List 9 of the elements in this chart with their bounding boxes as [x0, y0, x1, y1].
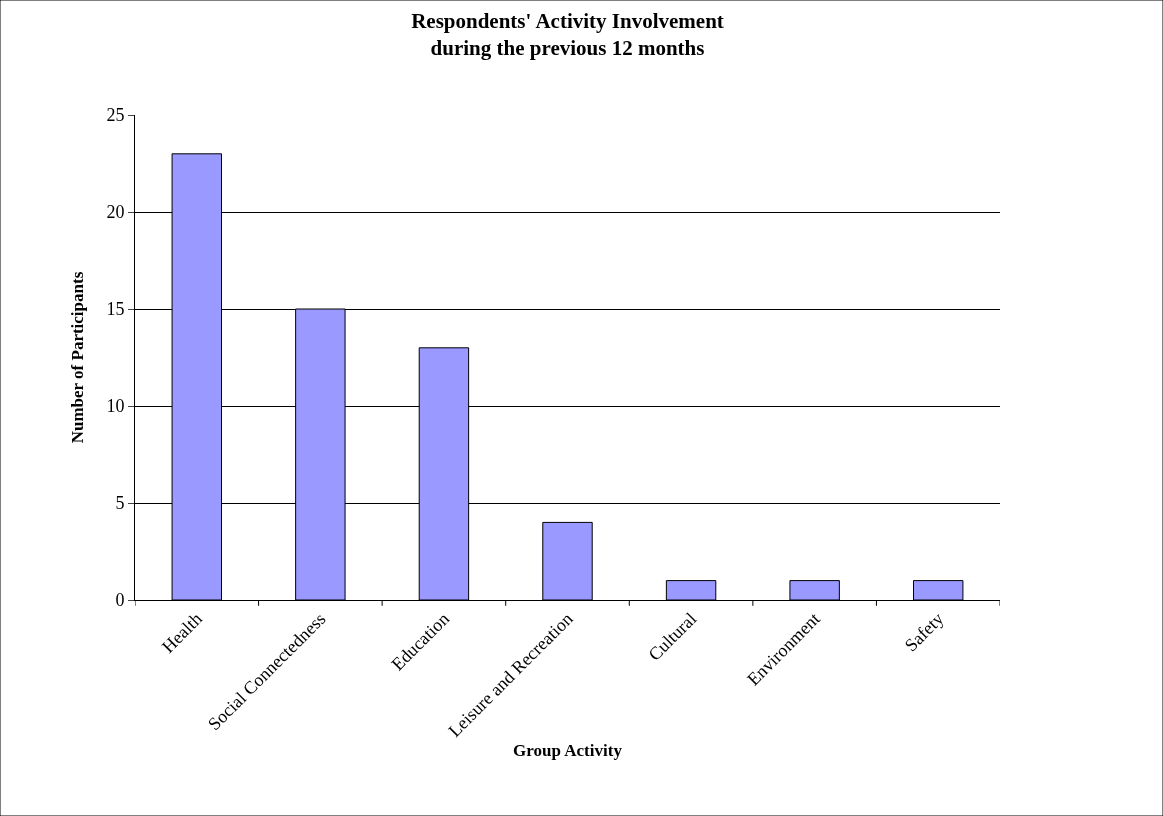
- y-tick-label: 15: [106, 299, 125, 320]
- y-tick-label: 0: [115, 590, 125, 611]
- y-tick-label: 20: [106, 202, 125, 223]
- x-axis-title: Group Activity: [513, 740, 623, 760]
- y-tick-label: 5: [115, 493, 125, 514]
- chart-title: Respondents' Activity Involvement during the previous 12 months: [411, 9, 724, 61]
- y-tick-label: 10: [106, 396, 125, 417]
- y-tick-label: 25: [106, 105, 125, 126]
- y-axis-title: Number of Participants: [67, 271, 87, 444]
